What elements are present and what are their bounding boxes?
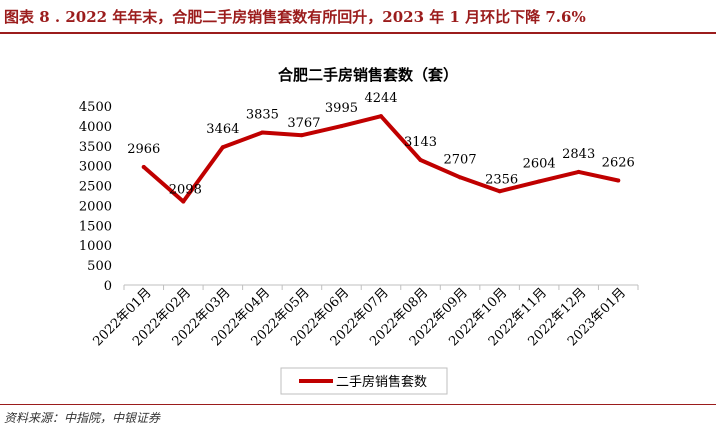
data-point <box>537 179 542 184</box>
line-chart: 合肥二手房销售套数（套） 0 500 1000 1500 2000 2500 3000 350… <box>79 66 639 395</box>
y-tick-label: 500 <box>87 259 112 274</box>
y-axis: 0 500 1000 1500 2000 2500 3000 3500 4000 4500 <box>79 100 112 294</box>
data-label: 2707 <box>444 152 477 167</box>
data-point <box>141 165 146 170</box>
data-label: 4244 <box>364 91 397 106</box>
y-tick-label: 1000 <box>79 239 112 254</box>
data-point <box>616 178 621 183</box>
data-point <box>379 114 383 119</box>
data-point <box>576 169 581 174</box>
source-note: 资料来源：中指院，中银证券 <box>4 411 161 425</box>
data-point <box>299 133 304 138</box>
data-point <box>260 130 265 135</box>
data-label: 2098 <box>169 183 202 198</box>
data-label: 3995 <box>325 101 358 116</box>
data-point <box>418 157 423 162</box>
data-point <box>339 124 344 129</box>
y-tick-label: 4000 <box>79 120 112 135</box>
data-point <box>181 199 186 204</box>
legend-label: 二手房销售套数 <box>336 374 427 390</box>
y-tick-label: 2000 <box>79 199 112 214</box>
data-label: 3464 <box>206 122 239 137</box>
y-tick-label: 0 <box>104 279 112 294</box>
data-point <box>497 189 502 194</box>
data-label: 2966 <box>127 142 160 157</box>
y-tick-label: 3000 <box>79 160 112 175</box>
data-label: 2626 <box>602 156 635 171</box>
figure-title: 图表 8 . 2022 年年末，合肥二手房销售套数有所回升，2023 年 1 月… <box>4 8 586 26</box>
data-label: 3143 <box>404 135 437 150</box>
data-label: 3767 <box>287 116 320 131</box>
series-group <box>141 114 621 204</box>
y-tick-label: 1500 <box>79 219 112 234</box>
y-tick-label: 4500 <box>79 100 112 115</box>
data-point <box>220 145 225 150</box>
data-labels: 2966 2098 3464 3835 3767 3995 4244 3143 2707 2356… <box>127 91 635 197</box>
y-tick-label: 3500 <box>79 140 112 155</box>
source-rule <box>0 404 716 405</box>
data-label: 3835 <box>246 107 279 122</box>
x-axis: 2022年01月2022年02月2022年03月2022年04月2022年05月… <box>91 284 639 349</box>
chart-title: 合肥二手房销售套数（套） <box>277 66 458 84</box>
legend: 二手房销售套数 <box>280 367 448 395</box>
title-rule <box>0 32 716 34</box>
data-label: 2604 <box>523 156 556 171</box>
data-label: 2356 <box>485 172 518 187</box>
data-label: 2843 <box>562 147 595 162</box>
y-tick-label: 2500 <box>79 180 112 195</box>
data-point <box>458 175 463 180</box>
